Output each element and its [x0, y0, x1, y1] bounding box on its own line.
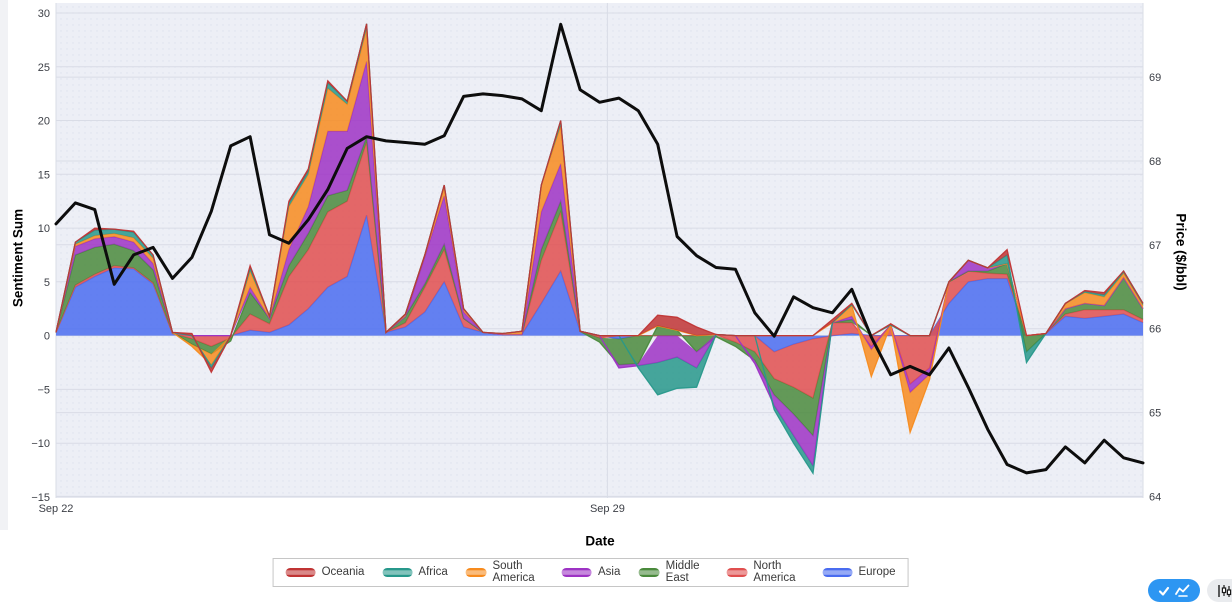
y-right-tick-69: 69	[1149, 72, 1161, 84]
legend-item-oceania[interactable]: Oceania	[285, 565, 365, 579]
x-tick-sep-29: Sep 29	[590, 503, 625, 515]
asia-legend-swatch	[562, 568, 593, 577]
line-chart-icon	[1175, 584, 1190, 597]
legend-label-middle-east: Middle East	[665, 560, 700, 584]
y-left-tick-5: 5	[44, 277, 50, 289]
legend-item-middle-east[interactable]: Middle East	[638, 560, 708, 584]
area-south-america[interactable]	[56, 29, 1143, 433]
y-left-tick--10: −10	[31, 438, 50, 450]
legend-item-africa[interactable]: Africa	[382, 565, 448, 579]
legend-item-europe[interactable]: Europe	[822, 565, 896, 579]
candlestick-toggle-button[interactable]	[1207, 579, 1232, 602]
x-tick-sep-22: Sep 22	[39, 503, 74, 515]
y-right-tick-67: 67	[1149, 240, 1161, 252]
y-axis-right-title: Price ($/bbl)	[1173, 213, 1189, 291]
europe-legend-swatch	[822, 568, 853, 577]
north-america-legend-swatch	[726, 568, 748, 577]
legend-item-asia[interactable]: Asia	[562, 565, 621, 579]
left-edge-strip	[0, 0, 8, 530]
price-line[interactable]	[54, 22, 1145, 475]
legend-label-north-america: North America	[753, 560, 796, 584]
y-right-tick-66: 66	[1149, 324, 1161, 336]
oceania-legend-swatch	[285, 568, 316, 577]
chart-legend: Oceania Africa South America Asia Middle Eas…	[272, 558, 909, 587]
legend-label-europe: Europe	[858, 565, 896, 578]
y-left-tick--15: −15	[31, 492, 50, 504]
y-left-tick-0: 0	[44, 331, 50, 343]
candlestick-icon	[1218, 584, 1232, 597]
area-middle-east[interactable]	[56, 136, 1143, 436]
area-europe[interactable]	[56, 215, 1143, 352]
x-axis-title: Date	[585, 533, 615, 549]
legend-item-north-america[interactable]: North America	[726, 560, 804, 584]
check-icon	[1158, 586, 1170, 596]
legend-label-oceania: Oceania	[321, 565, 365, 578]
y-left-tick-15: 15	[38, 169, 50, 181]
legend-item-south-america[interactable]: South America	[465, 560, 544, 584]
south-america-legend-swatch	[465, 568, 487, 577]
y-left-tick-10: 10	[38, 223, 50, 235]
y-right-tick-64: 64	[1149, 491, 1161, 503]
y-left-tick-30: 30	[38, 8, 50, 20]
africa-legend-swatch	[382, 568, 413, 577]
y-left-tick-25: 25	[38, 62, 50, 74]
line-chart-toggle-button[interactable]	[1148, 579, 1200, 602]
middle-east-legend-swatch	[638, 568, 660, 577]
chart-toolbar	[1148, 579, 1232, 602]
legend-label-africa: Africa	[418, 565, 448, 578]
legend-label-south-america: South America	[492, 560, 535, 584]
y-axis-left-title: Sentiment Sum	[10, 208, 26, 308]
y-left-tick-20: 20	[38, 116, 50, 128]
area-asia[interactable]	[56, 61, 1143, 466]
y-right-tick-65: 65	[1149, 408, 1161, 420]
legend-label-asia: Asia	[598, 565, 621, 578]
y-right-tick-68: 68	[1149, 156, 1161, 168]
area-line-oceania	[55, 23, 1144, 374]
plot-texture	[56, 3, 1143, 498]
y-left-tick--5: −5	[37, 384, 50, 396]
